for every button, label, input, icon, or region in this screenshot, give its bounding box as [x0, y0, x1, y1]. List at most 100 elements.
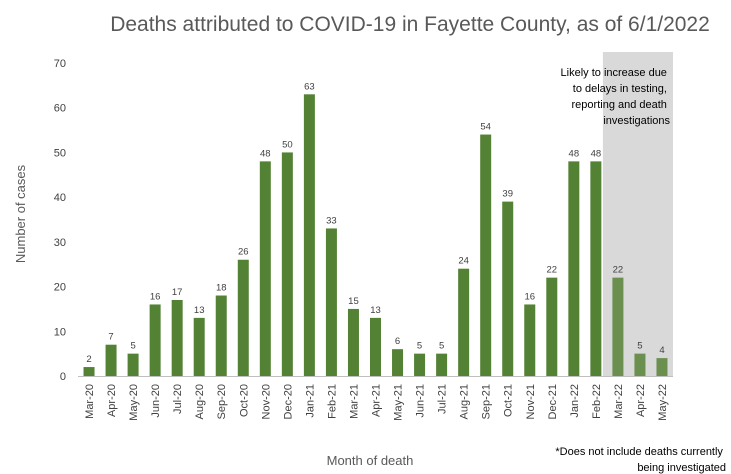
- data-label: 63: [304, 81, 315, 92]
- y-tick-label: 70: [54, 58, 66, 70]
- bar: [127, 353, 139, 376]
- bar: [171, 299, 183, 376]
- x-tick-label: Mar-20: [84, 384, 96, 419]
- x-tick-label: Mar-22: [613, 384, 625, 419]
- x-tick-label: Jul-20: [172, 384, 184, 414]
- bar: [83, 367, 95, 376]
- data-label: 17: [172, 287, 183, 298]
- bar: [215, 295, 227, 376]
- data-label: 4: [659, 345, 664, 356]
- x-tick-label: Jan-21: [304, 384, 316, 418]
- x-tick-label: Nov-20: [260, 384, 272, 419]
- data-label: 24: [458, 256, 469, 267]
- x-tick-label: Sep-21: [481, 384, 493, 419]
- x-tick-label: Jul-21: [437, 384, 449, 414]
- footnote-line: being investigated: [637, 462, 726, 474]
- data-label: 26: [238, 247, 249, 258]
- bar: [634, 353, 646, 376]
- x-tick-label: Aug-21: [459, 384, 471, 419]
- bar: [436, 353, 448, 376]
- data-label: 18: [216, 283, 227, 294]
- bar: [590, 161, 602, 376]
- data-label: 5: [439, 341, 444, 352]
- bar: [546, 277, 558, 376]
- bar: [237, 259, 249, 376]
- bar: [105, 344, 117, 376]
- bar: [325, 228, 337, 376]
- bar: [281, 152, 293, 376]
- data-label: 6: [395, 336, 400, 347]
- x-tick-label: Nov-21: [525, 384, 537, 419]
- x-tick-label: May-20: [128, 384, 140, 421]
- bar: [414, 353, 426, 376]
- annotation-line: Likely to increase due: [561, 67, 667, 79]
- x-tick-label: Feb-21: [326, 384, 338, 419]
- bar: [259, 161, 271, 376]
- x-tick-label: May-22: [657, 384, 669, 421]
- bar: [502, 201, 514, 376]
- bar: [149, 304, 161, 376]
- bar: [370, 317, 381, 376]
- y-axis-title: Number of cases: [13, 164, 28, 263]
- footnote-text: *Does not include deaths currently being…: [555, 446, 726, 474]
- data-label: 50: [282, 139, 293, 150]
- x-tick-label: Oct-20: [238, 384, 250, 417]
- y-tick-label: 40: [54, 192, 66, 204]
- data-label: 13: [370, 305, 381, 316]
- chart-title: Deaths attributed to COVID-19 in Fayette…: [110, 13, 710, 36]
- x-tick-label: Apr-21: [371, 384, 383, 417]
- x-tick-label: Dec-20: [282, 384, 294, 419]
- data-label: 5: [130, 341, 135, 352]
- data-label: 22: [613, 265, 624, 276]
- annotation-line: investigations: [603, 115, 670, 127]
- data-label: 2: [86, 354, 91, 365]
- footnote-line: *Does not include deaths currently: [555, 446, 723, 458]
- y-tick-label: 60: [54, 103, 66, 115]
- data-label: 39: [502, 189, 513, 200]
- data-label: 7: [108, 332, 113, 343]
- bar: [480, 134, 492, 376]
- x-tick-label: Sep-20: [216, 384, 228, 419]
- x-axis-title: Month of death: [327, 453, 414, 468]
- x-tick-label: Jun-20: [150, 384, 162, 418]
- y-tick-label: 50: [54, 147, 66, 159]
- y-tick-label: 0: [60, 371, 66, 383]
- data-label: 54: [480, 122, 491, 133]
- data-label: 48: [260, 148, 271, 159]
- x-tick-label: Oct-21: [503, 384, 515, 417]
- data-label: 33: [326, 215, 337, 226]
- y-tick-label: 30: [54, 237, 66, 249]
- x-tick-label: Jan-22: [569, 384, 581, 418]
- data-label: 22: [547, 265, 558, 276]
- data-label: 48: [591, 148, 602, 159]
- bar: [458, 268, 470, 376]
- data-label: 15: [348, 296, 359, 307]
- x-tick-label: Apr-20: [106, 384, 118, 417]
- data-label: 5: [417, 341, 422, 352]
- annotation-line: reporting and death: [572, 99, 667, 111]
- x-tick-label: Feb-22: [591, 384, 603, 419]
- x-tick-label: Mar-21: [348, 384, 360, 419]
- bar: [612, 277, 624, 376]
- bar: [524, 304, 536, 376]
- bar: [347, 308, 359, 376]
- y-tick-labels: 0 10 20 30 40 50 60 70: [54, 58, 66, 383]
- bar: [568, 161, 580, 376]
- x-tick-label: Dec-21: [547, 384, 559, 419]
- x-tick-labels: Mar-20 Apr-20 May-20 Jun-20 Jul-20 Aug-20 Sep-…: [84, 384, 669, 421]
- bar: [193, 317, 205, 376]
- bar: [392, 349, 404, 376]
- annotation-text: Likely to increase due to delays in test…: [561, 67, 671, 127]
- data-label: 48: [569, 148, 580, 159]
- bar: [303, 94, 315, 377]
- bars: [83, 94, 668, 377]
- y-tick-label: 10: [54, 326, 66, 338]
- x-tick-label: Apr-22: [635, 384, 647, 417]
- data-label: 13: [194, 305, 205, 316]
- x-tick-label: Aug-20: [194, 384, 206, 419]
- y-tick-label: 20: [54, 282, 66, 294]
- annotation-line: to delays in testing,: [573, 83, 667, 95]
- bar: [656, 358, 668, 376]
- data-label: 16: [524, 291, 535, 302]
